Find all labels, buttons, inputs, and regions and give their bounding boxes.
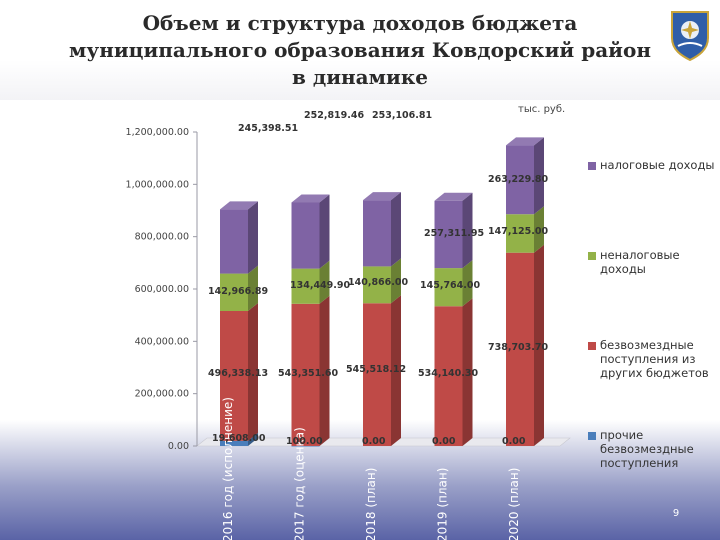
x-category-label: 2019 (план) bbox=[436, 468, 450, 540]
coat-of-arms-icon bbox=[671, 11, 709, 62]
bar-segment bbox=[506, 145, 534, 215]
bar-segment bbox=[220, 440, 248, 446]
y-tick-label: 0.00 bbox=[168, 441, 189, 452]
bar-segment bbox=[506, 214, 534, 253]
data-label: 0.00 bbox=[362, 436, 386, 447]
legend-label-transfers: безвозмездные поступления из других бюдж… bbox=[600, 338, 709, 380]
bar-segment-side bbox=[534, 206, 544, 253]
bar-segment bbox=[506, 252, 534, 446]
y-tick-label: 200,000.00 bbox=[135, 389, 189, 400]
bar-segment-side bbox=[462, 260, 473, 307]
bar-segment bbox=[220, 209, 248, 274]
bar-segment-side bbox=[534, 244, 544, 446]
bar-segment bbox=[220, 310, 248, 441]
bar-top-face bbox=[434, 192, 473, 201]
bar-segment bbox=[291, 303, 320, 446]
bar-segment-side bbox=[319, 437, 330, 446]
data-label: 140,866.00 bbox=[348, 277, 408, 288]
y-tick-label: 600,000.00 bbox=[135, 284, 189, 295]
data-label: 257,311.95 bbox=[424, 228, 484, 239]
data-label: 0.00 bbox=[432, 436, 456, 447]
x-category-label: 2018 (план) bbox=[364, 468, 378, 540]
data-label: 738,703.70 bbox=[488, 342, 548, 353]
bar-segment bbox=[291, 268, 320, 304]
legend-swatch-other bbox=[588, 432, 596, 440]
bar-segment bbox=[291, 445, 320, 447]
legend-swatch-nontax bbox=[588, 252, 596, 260]
data-label: 496,338.13 bbox=[208, 368, 268, 379]
bar-segment bbox=[363, 200, 391, 267]
bar-segment bbox=[363, 303, 391, 446]
bar-segment bbox=[363, 266, 391, 304]
x-category-label: 2020 (план) bbox=[507, 468, 521, 540]
bar-segment-side bbox=[462, 192, 473, 269]
data-label: 543,351.60 bbox=[278, 368, 338, 379]
legend-swatch-tax bbox=[588, 162, 596, 170]
bar-segment bbox=[434, 200, 463, 269]
data-label: 19,608.00 bbox=[212, 433, 266, 444]
bar-segment-side bbox=[462, 298, 473, 446]
bar-top-face bbox=[220, 201, 258, 210]
data-label: 147,125.00 bbox=[488, 226, 548, 237]
bar-top-face bbox=[363, 192, 401, 201]
data-label: 134,449.90 bbox=[290, 280, 350, 291]
legend-swatch-transfers bbox=[588, 342, 596, 350]
data-label: 545,518.12 bbox=[346, 364, 406, 375]
bar-segment-side bbox=[391, 295, 401, 446]
legend-label-other: прочие безвозмездные поступления bbox=[600, 428, 694, 470]
bar-segment-side bbox=[319, 295, 330, 446]
bar-segment-side bbox=[319, 194, 330, 269]
bar-top-face bbox=[506, 137, 544, 146]
bar-segment bbox=[434, 268, 463, 307]
bar-segment bbox=[434, 306, 463, 446]
data-label: 0.00 bbox=[502, 436, 526, 447]
y-tick-label: 1,000,000.00 bbox=[126, 179, 189, 190]
data-label: 252,819.46 bbox=[304, 110, 364, 121]
x-category-label: 2016 год (исполнение) bbox=[221, 397, 235, 540]
bar-segment bbox=[291, 202, 320, 269]
bar-segment-side bbox=[391, 258, 401, 304]
bar-segment-side bbox=[391, 192, 401, 267]
bar-segment-side bbox=[248, 201, 258, 274]
x-category-label: 2017 год (оценка) bbox=[293, 427, 307, 540]
data-label: 253,106.81 bbox=[372, 110, 432, 121]
unit-label: тыс. руб. bbox=[518, 104, 565, 115]
bar-segment bbox=[220, 273, 248, 311]
y-tick-label: 400,000.00 bbox=[135, 336, 189, 347]
header-background bbox=[0, 0, 720, 100]
data-label: 263,229.80 bbox=[488, 174, 548, 185]
bar-segment-side bbox=[248, 265, 258, 311]
data-label: 142,966.89 bbox=[208, 286, 268, 297]
bar-segment-side bbox=[248, 432, 258, 446]
y-tick-label: 1,200,000.00 bbox=[126, 127, 189, 138]
bar-segment-side bbox=[534, 137, 544, 215]
slide-title: Объем и структура доходов бюджета муници… bbox=[69, 11, 651, 89]
bar-segment-side bbox=[248, 302, 258, 441]
legend-label-nontax: неналоговые доходы bbox=[600, 248, 680, 276]
y-tick-label: 800,000.00 bbox=[135, 232, 189, 243]
data-label: 100.00 bbox=[286, 436, 323, 447]
data-label: 145,764.00 bbox=[420, 280, 480, 291]
data-label: 534,140.30 bbox=[418, 368, 478, 379]
bar-segment-side bbox=[319, 260, 330, 304]
bar-top-face bbox=[291, 194, 330, 203]
legend-label-tax: налоговые доходы bbox=[600, 158, 715, 172]
data-label: 245,398.51 bbox=[238, 123, 298, 134]
page-number: 9 bbox=[672, 508, 680, 519]
